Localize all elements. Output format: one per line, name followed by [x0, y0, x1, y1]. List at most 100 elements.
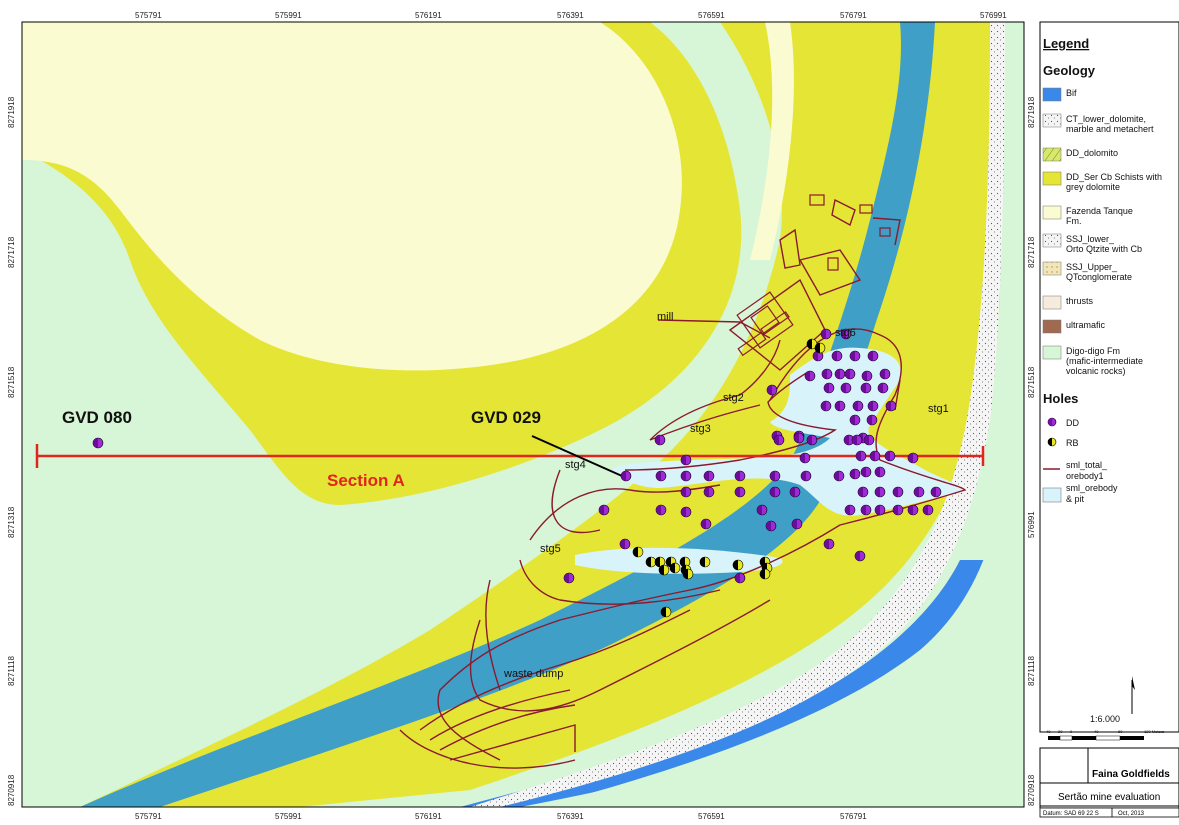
dd-hole	[851, 434, 863, 446]
legend-item-label: DD_dolomito	[1066, 148, 1118, 158]
legend-title: Legend	[1043, 36, 1089, 51]
orebody-fill-2: & pit	[1066, 494, 1085, 504]
dd-hole	[800, 470, 812, 482]
bottom-x-tick: 576591	[698, 812, 725, 821]
left-y-tick: 8271518	[7, 366, 16, 398]
rb-hole	[660, 606, 672, 618]
geology-legend-items: Bif CT_lower_dolomite,marble and metacher…	[1042, 87, 1162, 376]
dd-hole	[849, 350, 861, 362]
dd-hole	[619, 538, 631, 550]
scale-tick: 120 Meters	[1144, 729, 1164, 734]
legend-item-label: Orto Qtzite with Cb	[1066, 244, 1142, 254]
holes-heading: Holes	[1043, 391, 1078, 406]
dd-hole	[680, 470, 692, 482]
dd-hole	[840, 328, 852, 340]
rb-holes	[632, 338, 826, 618]
legend-item-label: Fm.	[1066, 216, 1082, 226]
legend-orebody-line: sml_total_ orebody1	[1043, 460, 1108, 481]
dd-hole	[700, 518, 712, 530]
top-x-tick: 576191	[415, 11, 442, 20]
dd-hole	[849, 414, 861, 426]
bottom-x-tick: 575791	[135, 812, 162, 821]
dd-hole	[821, 368, 833, 380]
legend-item-label: ultramafic	[1066, 320, 1106, 330]
left-y-tick: 8271918	[7, 96, 16, 128]
orebody-stg5	[575, 547, 783, 574]
dd-hole	[852, 400, 864, 412]
dd-hole	[804, 370, 816, 382]
coordinate-grid-labels: 575791 575991 576191 576391 576591 576791 5769…	[7, 11, 1036, 821]
dd-hole	[654, 434, 666, 446]
legend-item: SSJ_lower_Orto Qtzite with Cb	[1042, 233, 1142, 254]
dd-hole	[734, 572, 746, 584]
date-text: Oct, 2013	[1118, 811, 1145, 817]
orebody-fill-1: sml_orebody	[1066, 483, 1118, 493]
right-y-tick: 8271118	[1027, 655, 1036, 686]
right-y-tick: 8271518	[1027, 366, 1036, 398]
mill-label: mill	[657, 311, 674, 323]
dd-hole	[769, 486, 781, 498]
legend-item-label: DD_Ser Cb Schists with	[1066, 172, 1162, 182]
legend-item-label: SSJ_lower_	[1066, 234, 1115, 244]
dd-hole	[867, 400, 879, 412]
rb-hole	[632, 546, 644, 558]
schist-belt-unit	[80, 22, 1000, 807]
right-y-tick: 8270918	[1027, 774, 1036, 806]
dd-hole	[892, 486, 904, 498]
dd-hole	[703, 470, 715, 482]
dd-hole	[860, 504, 872, 516]
dd-hole	[769, 470, 781, 482]
rb-hole	[679, 556, 691, 568]
dd-hole	[820, 328, 832, 340]
dd-hole	[849, 468, 861, 480]
rb-hole	[759, 568, 771, 580]
map-frame	[21, 21, 1025, 808]
gvd080-label: GVD 080	[62, 408, 132, 427]
scale-tick: 40	[1094, 729, 1099, 734]
dd-hole	[861, 370, 873, 382]
legend-item: Bif	[1042, 87, 1077, 102]
rb-hole	[658, 564, 670, 576]
legend-item-label: Digo-digo Fm	[1066, 346, 1120, 356]
waste-dump-label: waste dump	[503, 668, 563, 680]
dd-hole	[930, 486, 942, 498]
geology-heading: Geology	[1043, 63, 1096, 78]
dd-hole	[855, 450, 867, 462]
dd-hole	[860, 382, 872, 394]
dd-hole	[680, 506, 692, 518]
datum-text: Datum: SAD 69 22 S	[1043, 811, 1099, 817]
top-x-tick: 576391	[557, 11, 584, 20]
dd-hole	[879, 368, 891, 380]
map-subtitle: Sertão mine evaluation	[1058, 792, 1160, 803]
dd-holes	[92, 328, 942, 584]
dd-hole	[844, 504, 856, 516]
legend-item: CT_lower_dolomite,marble and metachert	[1042, 113, 1154, 134]
dd-hole	[655, 470, 667, 482]
gvd029-label: GVD 029	[471, 408, 541, 427]
left-y-tick: 8271718	[7, 236, 16, 268]
dd-hole	[913, 486, 925, 498]
legend-dd: DD	[1047, 417, 1079, 428]
section-a-label: Section A	[327, 471, 405, 490]
gvd080-hole	[92, 437, 104, 449]
plant-structures	[736, 194, 891, 357]
dd-hole	[789, 486, 801, 498]
legend-item-label: SSJ_Upper_	[1066, 262, 1118, 272]
dd-hole	[840, 382, 852, 394]
legend-item: ultramafic	[1042, 319, 1106, 334]
bottom-x-tick: 576391	[557, 812, 584, 821]
dd-hole	[703, 486, 715, 498]
scale-tick: 0	[1070, 729, 1073, 734]
right-y-tick: 8271918	[1027, 96, 1036, 128]
company-name: Faina Goldfields	[1092, 769, 1170, 780]
stg3-label: stg3	[690, 423, 711, 435]
orebody-line-2: orebody1	[1066, 471, 1104, 481]
scale-bar: 40 20 0 40 80 120 Meters	[1046, 729, 1164, 741]
dd-hole	[866, 414, 878, 426]
dd-hole	[620, 470, 632, 482]
top-x-tick: 576991	[980, 11, 1007, 20]
left-y-tick: 8270918	[7, 774, 16, 806]
dd-hole	[793, 432, 805, 444]
